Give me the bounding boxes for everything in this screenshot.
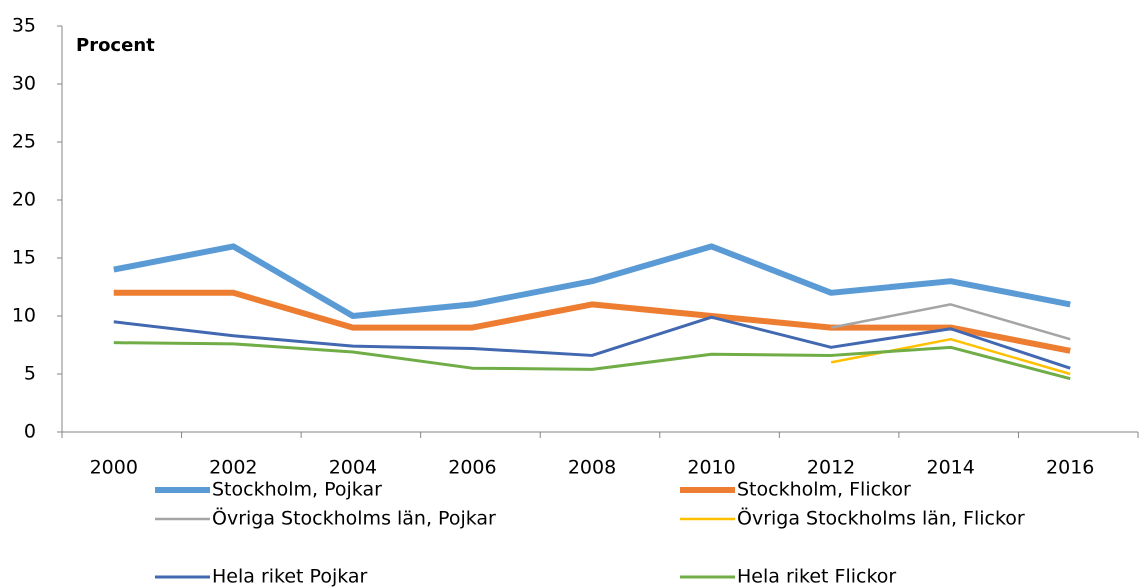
legend-label: Övriga Stockholms län, Pojkar: [212, 507, 496, 530]
y-tick-label: 35: [12, 15, 36, 37]
y-tick-label: 20: [12, 189, 36, 211]
y-tick-label: 5: [24, 363, 36, 385]
y-label: Procent: [76, 35, 155, 56]
legend-label: Hela riket Pojkar: [212, 566, 368, 588]
x-tick-label: 2012: [807, 457, 855, 479]
series-line: [830, 337, 1071, 376]
series-line: [830, 303, 1071, 341]
legend-label: Hela riket Flickor: [737, 566, 896, 588]
y-tick-label: 30: [12, 73, 36, 95]
series-line: [113, 289, 1071, 354]
y-tick-label: 10: [12, 305, 36, 327]
x-tick-label: 2000: [90, 457, 138, 479]
x-tick-label: 2010: [687, 457, 735, 479]
series-line: [113, 341, 1071, 381]
x-tick-label: 2014: [926, 457, 974, 479]
legend-label: Övriga Stockholms län, Flickor: [737, 507, 1025, 530]
y-tick-label: 15: [12, 247, 36, 269]
x-tick-label: 2002: [209, 457, 257, 479]
x-tick-label: 2008: [568, 457, 616, 479]
x-tick-label: 2016: [1046, 457, 1094, 479]
series-line: [113, 243, 1071, 319]
legend-label: Stockholm, Pojkar: [212, 479, 382, 501]
series-line: [113, 315, 1071, 370]
legend-label: Stockholm, Flickor: [737, 479, 911, 501]
x-tick-label: 2004: [329, 457, 377, 479]
y-tick-label: 0: [24, 421, 36, 443]
y-tick-label: 25: [12, 131, 36, 153]
x-tick-label: 2006: [448, 457, 496, 479]
